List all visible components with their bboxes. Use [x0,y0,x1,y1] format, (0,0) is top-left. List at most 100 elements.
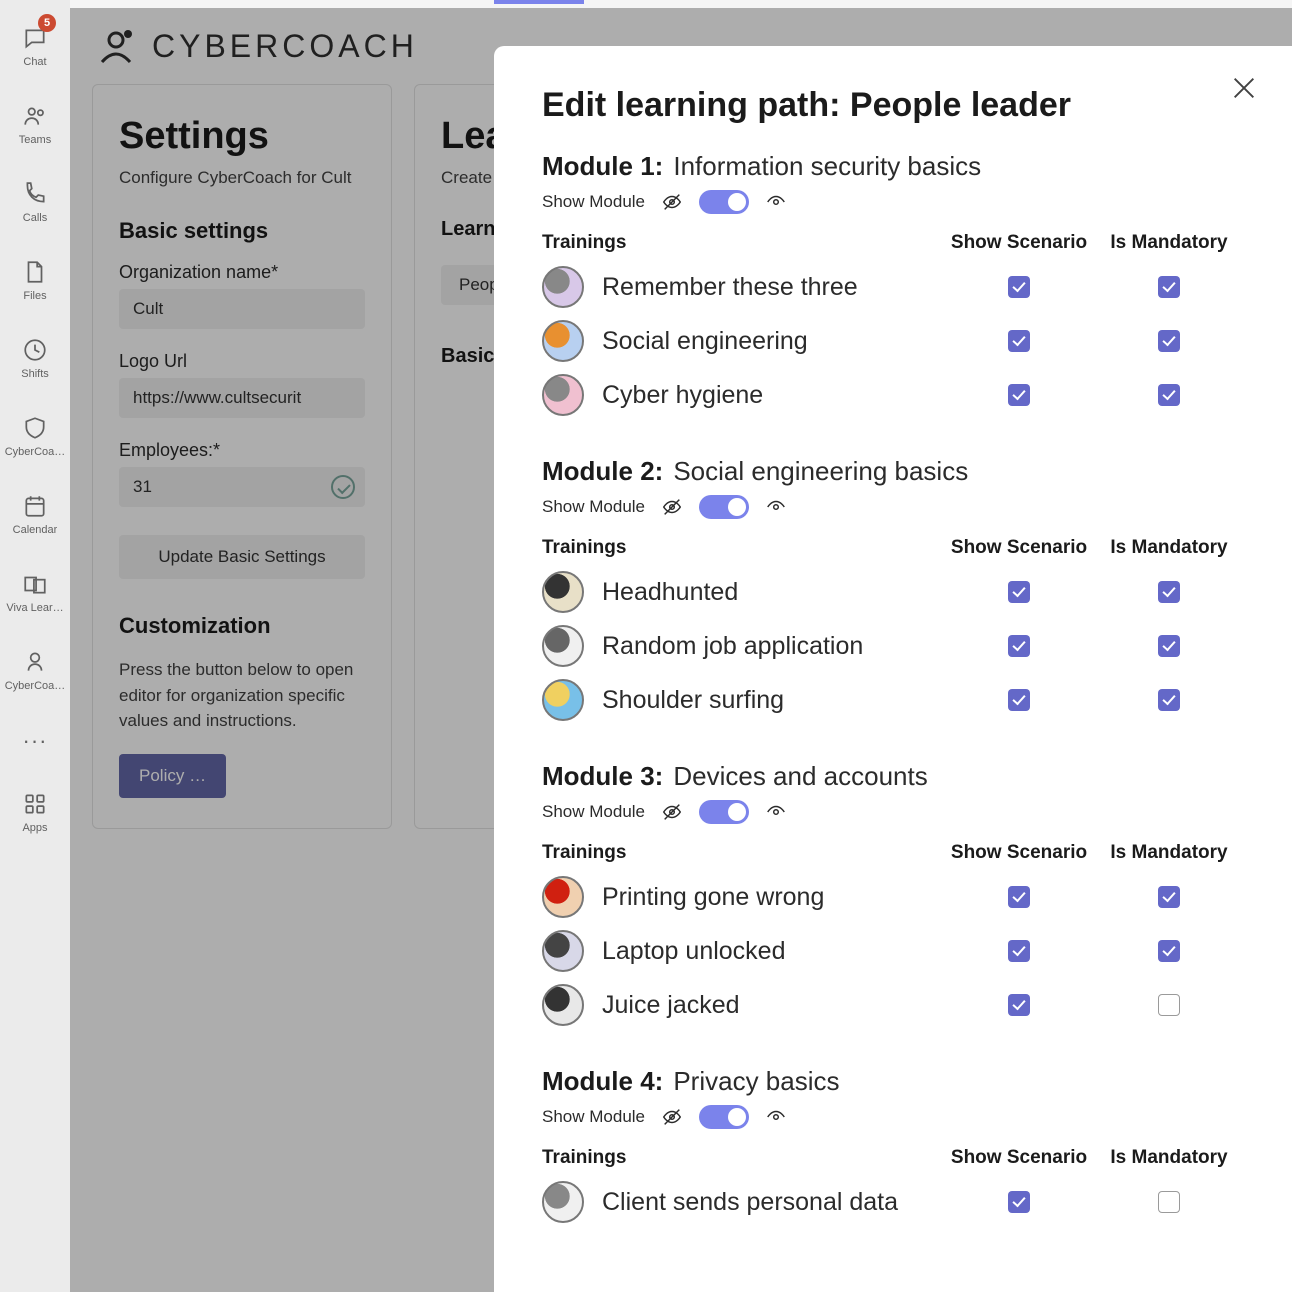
top-accent-bar [70,0,1292,8]
rail-item-viva-lear-[interactable]: Viva Lear… [0,554,70,630]
rail-item-cybercoa-[interactable]: CyberCoa… [0,398,70,474]
is-mandatory-checkbox[interactable] [1158,689,1180,711]
is-mandatory-checkbox[interactable] [1158,276,1180,298]
show-scenario-checkbox[interactable] [1008,994,1030,1016]
rail-item-label: Calendar [13,524,58,536]
show-scenario-checkbox[interactable] [1008,1191,1030,1213]
module-block: Module 1: Information security basics Sh… [542,151,1244,416]
col-show-scenario: Show Scenario [944,232,1094,254]
is-mandatory-checkbox[interactable] [1158,330,1180,352]
training-row: Headhunted [542,571,1244,613]
modal-title: Edit learning path: People leader [542,86,1244,125]
training-icon [542,876,584,918]
training-name: Shoulder surfing [602,686,784,715]
training-name: Printing gone wrong [602,883,824,912]
col-show-scenario: Show Scenario [944,1147,1094,1169]
show-module-label: Show Module [542,497,645,517]
rail-item-calendar[interactable]: Calendar [0,476,70,552]
close-icon[interactable] [1230,74,1258,102]
show-module-toggle[interactable] [699,1105,749,1129]
col-is-mandatory: Is Mandatory [1094,537,1244,559]
rail-item-label: Teams [19,134,51,146]
rail-item-chat[interactable]: Chat 5 [0,8,70,84]
training-name: Juice jacked [602,991,740,1020]
show-module-toggle[interactable] [699,495,749,519]
col-show-scenario: Show Scenario [944,842,1094,864]
rail-item-teams[interactable]: Teams [0,86,70,162]
is-mandatory-checkbox[interactable] [1158,1191,1180,1213]
training-name: Laptop unlocked [602,937,785,966]
show-scenario-checkbox[interactable] [1008,635,1030,657]
is-mandatory-checkbox[interactable] [1158,994,1180,1016]
rail-item-label: Apps [22,822,47,834]
training-icon [542,625,584,667]
training-name: Headhunted [602,578,738,607]
rail-item-label: CyberCoa… [5,446,66,458]
training-icon [542,320,584,362]
col-trainings: Trainings [542,232,944,254]
show-module-toggle[interactable] [699,190,749,214]
module-name: Social engineering basics [673,456,968,487]
show-scenario-checkbox[interactable] [1008,330,1030,352]
training-row: Random job application [542,625,1244,667]
training-row: Shoulder surfing [542,679,1244,721]
notification-badge: 5 [38,14,56,32]
module-block: Module 3: Devices and accounts Show Modu… [542,761,1244,1026]
rail-item-calls[interactable]: Calls [0,164,70,240]
training-icon [542,930,584,972]
rail-item-cybercoa-[interactable]: CyberCoa… [0,632,70,708]
col-trainings: Trainings [542,1147,944,1169]
is-mandatory-checkbox[interactable] [1158,886,1180,908]
rail-item-label: Chat [23,56,46,68]
training-name: Cyber hygiene [602,381,763,410]
show-scenario-checkbox[interactable] [1008,581,1030,603]
shield-icon [21,414,49,442]
edit-learning-path-modal: Edit learning path: People leader Module… [494,46,1292,1292]
show-module-label: Show Module [542,192,645,212]
rail-item-shifts[interactable]: Shifts [0,320,70,396]
training-name: Remember these three [602,273,858,302]
is-mandatory-checkbox[interactable] [1158,384,1180,406]
teams-left-rail: Chat 5 Teams Calls Files Shifts CyberCoa… [0,0,70,1292]
rail-item-files[interactable]: Files [0,242,70,318]
module-number: Module 4: [542,1066,663,1097]
training-name: Social engineering [602,327,808,356]
col-is-mandatory: Is Mandatory [1094,232,1244,254]
rail-more-button[interactable]: ··· [0,710,70,772]
training-name: Client sends personal data [602,1188,898,1217]
col-is-mandatory: Is Mandatory [1094,842,1244,864]
col-show-scenario: Show Scenario [944,537,1094,559]
training-row: Remember these three [542,266,1244,308]
training-icon [542,374,584,416]
calls-icon [21,180,49,208]
module-name: Information security basics [673,151,981,182]
show-scenario-checkbox[interactable] [1008,886,1030,908]
eye-on-icon [765,1106,787,1128]
training-icon [542,266,584,308]
show-scenario-checkbox[interactable] [1008,689,1030,711]
training-icon [542,679,584,721]
show-scenario-checkbox[interactable] [1008,384,1030,406]
show-module-toggle[interactable] [699,800,749,824]
rail-item-label: Files [23,290,46,302]
show-scenario-checkbox[interactable] [1008,940,1030,962]
is-mandatory-checkbox[interactable] [1158,940,1180,962]
rail-item-apps[interactable]: Apps [0,774,70,850]
shield2-icon [21,648,49,676]
training-icon [542,1181,584,1223]
teams-icon [21,102,49,130]
training-row: Juice jacked [542,984,1244,1026]
is-mandatory-checkbox[interactable] [1158,635,1180,657]
col-trainings: Trainings [542,537,944,559]
rail-item-label: Calls [23,212,47,224]
eye-off-icon [661,801,683,823]
files-icon [21,258,49,286]
module-block: Module 2: Social engineering basics Show… [542,456,1244,721]
eye-off-icon [661,1106,683,1128]
rail-item-label: Viva Lear… [6,602,63,614]
is-mandatory-checkbox[interactable] [1158,581,1180,603]
training-icon [542,984,584,1026]
rail-item-label: Shifts [21,368,49,380]
training-row: Client sends personal data [542,1181,1244,1223]
show-scenario-checkbox[interactable] [1008,276,1030,298]
